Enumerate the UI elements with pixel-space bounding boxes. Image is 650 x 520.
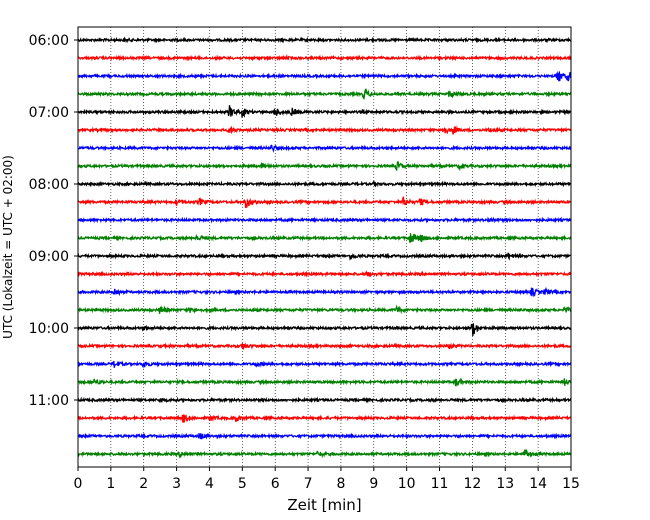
y-tick-label: 10:00 [29, 321, 69, 337]
x-tick-label: 1 [106, 476, 115, 492]
x-tick-label: 11 [431, 476, 449, 492]
grid-lines [110, 27, 539, 467]
y-tick-label: 06:00 [29, 33, 69, 49]
trace-1100 [77, 396, 572, 404]
x-ticks: 0 1 2 3 4 5 6 7 8 9 10 11 12 13 14 15 [74, 467, 580, 492]
trace-0815 [77, 196, 572, 209]
trace-0945 [77, 304, 572, 315]
x-tick-label: 8 [336, 476, 345, 492]
trace-1015 [77, 341, 572, 350]
trace-1145 [77, 448, 572, 459]
x-tick-label: 4 [205, 476, 214, 492]
x-tick-label: 9 [369, 476, 378, 492]
x-tick-label: 12 [463, 476, 481, 492]
x-tick-label: 3 [172, 476, 181, 492]
trace-0845 [77, 233, 572, 243]
y-tick-label: 08:00 [29, 177, 69, 193]
traces [77, 36, 572, 459]
x-tick-label: 7 [304, 476, 313, 492]
y-tick-label: 07:00 [29, 105, 69, 121]
trace-1000 [77, 323, 572, 337]
trace-1130 [77, 432, 572, 440]
trace-0830 [77, 216, 572, 224]
x-tick-label: 15 [562, 476, 580, 492]
trace-0730 [77, 144, 572, 153]
trace-0900 [77, 252, 572, 261]
x-tick-label: 0 [74, 476, 83, 492]
x-tick-label: 5 [238, 476, 247, 492]
y-ticks: 06:00 07:00 08:00 09:00 10:00 11:00 [29, 33, 78, 409]
x-tick-label: 2 [139, 476, 148, 492]
trace-0930 [77, 286, 572, 298]
x-tick-label: 6 [271, 476, 280, 492]
trace-1045 [77, 377, 572, 388]
trace-0915 [77, 270, 572, 278]
trace-0630 [77, 70, 572, 82]
trace-0600 [77, 36, 572, 44]
trace-0645 [77, 88, 572, 100]
x-axis-label: Zeit [min] [287, 496, 361, 514]
trace-1030 [77, 360, 572, 369]
plot-frame [77, 26, 572, 468]
x-tick-label: 10 [398, 476, 416, 492]
trace-0700 [77, 105, 572, 119]
x-tick-label: 13 [496, 476, 514, 492]
trace-0615 [77, 53, 572, 62]
x-tick-label: 14 [529, 476, 547, 492]
trace-1115 [77, 414, 572, 423]
y-tick-label: 09:00 [29, 249, 69, 265]
trace-0745 [77, 160, 572, 172]
trace-0715 [77, 124, 572, 135]
trace-0800 [77, 180, 572, 188]
y-tick-label: 11:00 [29, 393, 69, 409]
y-axis-label: UTC (Lokalzeit = UTC + 02:00) [1, 155, 15, 339]
